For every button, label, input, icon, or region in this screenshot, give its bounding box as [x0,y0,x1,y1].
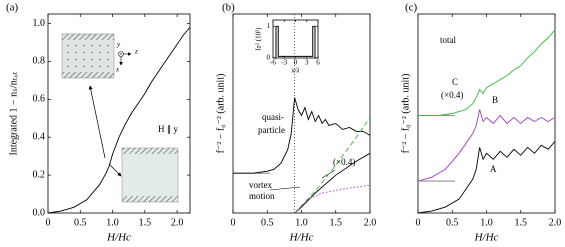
annotation: particle [258,125,285,135]
x-axis-label: H/Hc [289,232,314,244]
x-tick-label: 0.5 [261,217,274,228]
data-line [294,184,371,214]
annotation: total [440,35,456,45]
x-tick-label: 1.0 [295,217,308,228]
plot-frame [47,13,191,214]
x-tick-label: 1.5 [515,217,528,228]
y-axis-label: f⁻² − f₀⁻² (arb. unit) [215,74,226,154]
panel-label: (a) [6,2,19,14]
y-axis-label: f⁻² − f₀⁻² (arb. unit) [400,74,411,154]
data-line [47,26,191,214]
x-tick-label: -3 [281,59,287,67]
x-tick-label: 0 [416,217,421,228]
data-line [294,117,371,214]
x-tick-label: 0.5 [446,217,459,228]
y-tick-label: 0.2 [33,169,46,180]
coordinate-symbol [118,51,132,66]
y-tick-label: 0.8 [33,56,46,67]
data-line [417,109,556,182]
pointer-arrow [88,85,106,159]
x-tick-label: 1.0 [480,217,493,228]
coordinate-label: x [115,66,120,74]
panel-label: (c) [405,2,418,14]
x-tick-label: 2.0 [171,217,184,228]
data-line [417,141,556,214]
y-tick-label: 1 [267,22,271,30]
annotation: (×0.4) [333,157,355,167]
vortex-inset-top [61,33,115,79]
annotation: motion [249,191,275,201]
data-line [273,25,318,59]
x-tick-label: 1.0 [106,217,119,228]
x-tick-label: 0 [294,59,298,67]
x-tick-label: 2.0 [364,217,377,228]
plot-frame [417,13,556,214]
y-axis-label: Integrated 1 − nₛ/nₜₒₜ [8,71,19,155]
inset-x-label: x/λ [290,67,299,75]
x-axis-label: H/Hc [474,232,499,244]
vortex-inset-bottom [121,147,179,203]
plot-frame [272,19,319,59]
annotation: vortex [249,180,272,190]
x-tick-label: 1.5 [139,217,152,228]
data-line [294,152,371,214]
x-axis-label: H/Hc [106,232,131,244]
data-line [233,97,371,174]
y-tick-label: 0.6 [33,94,46,105]
y-tick-label: 0.0 [33,207,46,218]
y-tick-label: 0 [267,54,271,62]
data-line [418,29,556,116]
x-tick-label: 2.0 [549,217,562,228]
annotation: quasi- [262,112,284,122]
y-tick-label: 1.0 [33,18,46,29]
x-tick-label: -6 [270,59,276,67]
coordinate-label: z [134,48,138,56]
annotation: B [492,95,498,105]
x-tick-label: 6 [316,59,320,67]
x-tick-label: 0 [231,217,236,228]
x-tick-label: 1.5 [330,217,343,228]
coordinate-label: y [116,41,121,49]
inset-y-label: Iz² (10²) [255,27,263,51]
x-tick-label: 3 [305,59,309,67]
panel-label: (b) [222,2,235,14]
annotation: A [490,164,497,174]
annotation: C [452,77,458,87]
y-tick-label: 0.4 [33,131,46,142]
x-tick-label: 0.5 [74,217,87,228]
x-tick-label: 0 [46,217,51,228]
pointer-arrow [108,163,122,177]
label-leader [269,186,301,191]
annotation: (×0.4) [441,90,463,100]
annotation: H ∥ y [158,124,178,134]
